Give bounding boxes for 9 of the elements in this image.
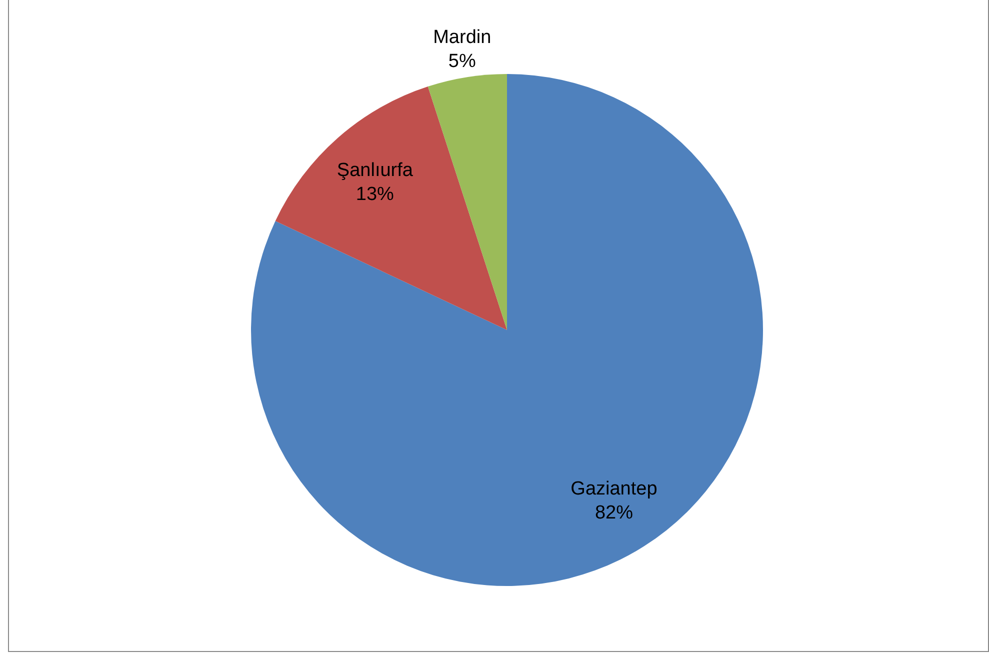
pie-slice [428, 74, 507, 330]
pie-slice [275, 86, 507, 330]
slice-label: Şanlıurfa [336, 160, 414, 182]
slice-label: Mardin [433, 26, 492, 48]
data-label: 13% [356, 184, 394, 206]
data-label: 5% [448, 50, 476, 72]
pie-slice [251, 74, 763, 586]
data-label: 82% [594, 502, 634, 524]
slice-label: Gaziantep [570, 478, 658, 500]
